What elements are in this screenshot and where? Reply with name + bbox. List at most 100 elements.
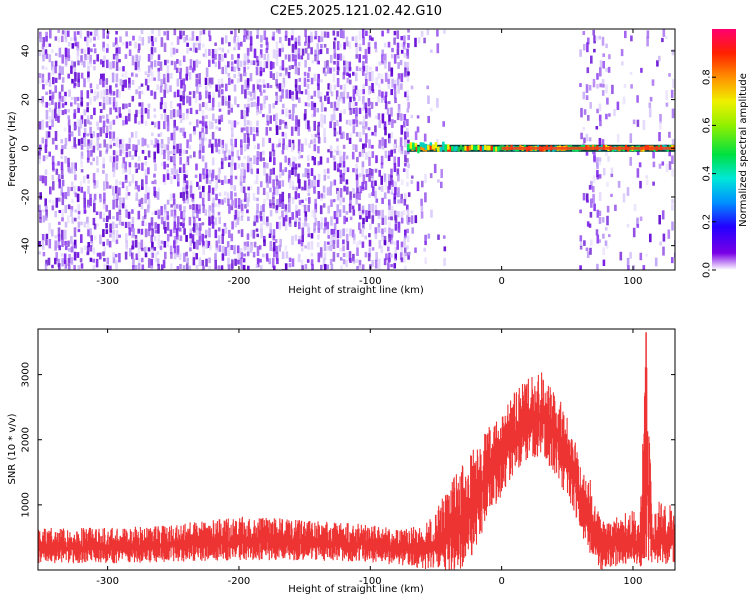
carrier-cell <box>479 146 482 152</box>
carrier-cell <box>495 146 498 152</box>
heatmap-cell <box>48 107 52 113</box>
heatmap-cell <box>593 203 596 212</box>
heatmap-cell <box>602 233 605 239</box>
heatmap-cell <box>292 161 295 170</box>
heatmap-cell <box>163 149 166 160</box>
heatmap-cell <box>256 131 259 137</box>
heatmap-cell <box>349 228 352 237</box>
heatmap-cell <box>178 103 182 110</box>
heatmap-cell <box>343 84 347 92</box>
heatmap-cell <box>404 131 407 140</box>
heatmap-cell <box>218 119 221 125</box>
heatmap-cell <box>167 150 170 161</box>
heatmap-cell <box>147 247 151 252</box>
heatmap-cell <box>241 211 244 218</box>
heatmap-cell <box>388 181 391 190</box>
heatmap-cell <box>179 192 183 198</box>
heatmap-cell <box>201 137 205 146</box>
heatmap-cell <box>304 198 308 202</box>
heatmap-cell <box>400 150 403 155</box>
heatmap-cell <box>364 121 368 130</box>
heatmap-cell <box>345 251 348 258</box>
heatmap-cell <box>38 204 41 212</box>
heatmap-cell <box>352 85 356 90</box>
heatmap-cell <box>137 67 141 72</box>
heatmap-cell <box>337 96 340 106</box>
heatmap-cell <box>407 35 410 41</box>
heatmap-cell <box>596 157 599 167</box>
heatmap-cell <box>406 48 409 56</box>
heatmap-cell <box>586 199 589 203</box>
heatmap-cell <box>246 66 250 70</box>
heatmap-cell <box>68 167 71 174</box>
heatmap-cell <box>390 89 393 96</box>
heatmap-cell <box>275 113 278 121</box>
heatmap-cell <box>388 203 391 210</box>
heatmap-cell <box>378 119 381 128</box>
heatmap-cell <box>345 233 349 242</box>
heatmap-cell <box>362 222 365 230</box>
heatmap-cell <box>227 73 231 77</box>
heatmap-cell <box>661 210 665 220</box>
heatmap-cell <box>52 181 55 191</box>
heatmap-cell <box>77 126 81 136</box>
heatmap-cell <box>54 257 57 265</box>
heatmap-cell <box>339 43 342 48</box>
heatmap-cell <box>64 144 67 149</box>
heatmap-cell <box>147 167 150 175</box>
heatmap-cell <box>272 49 276 59</box>
heatmap-cell <box>403 114 407 121</box>
heatmap-cell <box>265 127 269 136</box>
heatmap-cell <box>262 137 265 147</box>
heatmap-cell <box>61 54 64 64</box>
heatmap-cell <box>387 101 391 105</box>
heatmap-cell <box>100 73 103 80</box>
heatmap-cell <box>404 247 407 257</box>
heatmap-cell <box>202 168 205 176</box>
heatmap-cell <box>153 157 156 163</box>
heatmap-cell <box>601 36 605 46</box>
heatmap-cell <box>195 222 199 231</box>
heatmap-cell <box>317 228 321 233</box>
heatmap-cell <box>346 167 350 173</box>
heatmap-cell <box>166 121 170 127</box>
heatmap-cell <box>301 203 304 208</box>
heatmap-cell <box>273 265 276 270</box>
heatmap-cell <box>330 181 333 187</box>
heatmap-cell <box>269 199 272 206</box>
heatmap-cell <box>55 144 58 150</box>
heatmap-cell <box>160 264 164 270</box>
heatmap-cell <box>73 113 76 119</box>
heatmap-cell <box>327 96 330 104</box>
heatmap-cell <box>87 204 90 208</box>
heatmap-cell <box>371 247 375 251</box>
heatmap-cell <box>354 85 358 94</box>
heatmap-cell <box>105 85 109 92</box>
heatmap-cell <box>272 103 275 109</box>
heatmap-cell <box>323 228 326 234</box>
heatmap-cell <box>99 109 103 113</box>
heatmap-cell <box>404 265 407 270</box>
heatmap-cell <box>246 209 249 214</box>
heatmap-cell <box>83 48 87 57</box>
carrier-cell <box>448 146 452 152</box>
heatmap-cell <box>164 251 167 260</box>
heatmap-cell <box>163 31 166 36</box>
heatmap-cell <box>399 137 403 147</box>
heatmap-cell <box>186 139 189 149</box>
heatmap-cell <box>74 42 78 47</box>
heatmap-cell <box>381 209 384 219</box>
heatmap-cell <box>233 66 236 72</box>
heatmap-cell <box>42 246 45 251</box>
heatmap-cell <box>169 110 173 120</box>
heatmap-cell <box>314 133 318 138</box>
heatmap-cell <box>275 245 278 254</box>
heatmap-cell <box>182 180 186 189</box>
heatmap-cell <box>74 37 77 47</box>
heatmap-cell <box>57 161 60 166</box>
heatmap-cell <box>284 263 288 270</box>
heatmap-cell <box>339 175 343 184</box>
heatmap-cell <box>654 257 658 267</box>
heatmap-cell <box>176 266 180 270</box>
heatmap-cell <box>103 199 106 205</box>
